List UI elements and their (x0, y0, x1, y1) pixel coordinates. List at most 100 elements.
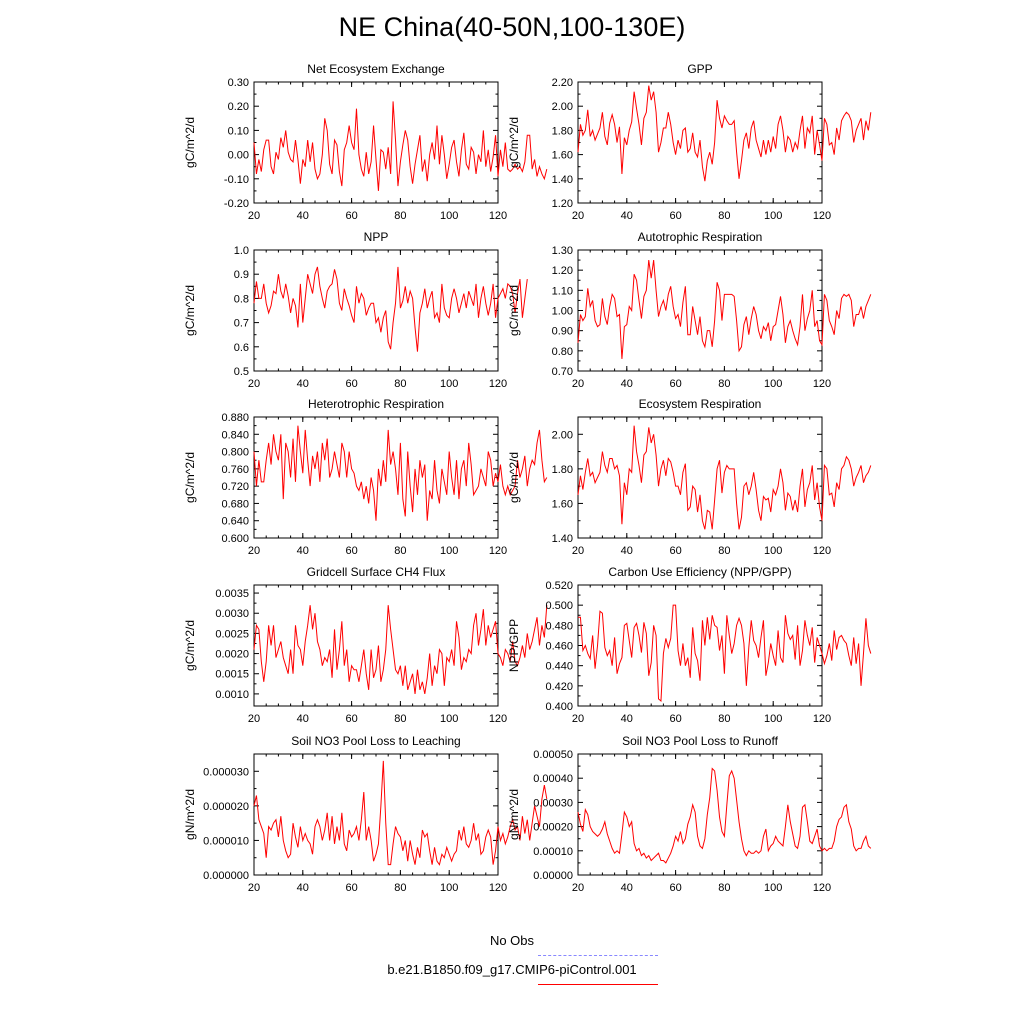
y-tick-label: 0.420 (545, 681, 573, 693)
x-tick-label: 80 (718, 210, 730, 222)
y-tick-label: 0.80 (552, 346, 573, 358)
chart-title: Autotrophic Respiration (638, 230, 763, 244)
x-tick-label: 20 (572, 545, 584, 557)
y-tick-label: 0.00030 (533, 797, 573, 809)
legend-model-label: b.e21.B1850.f09_g17.CMIP6-piControl.001 (387, 962, 637, 977)
legend-model-line (538, 984, 658, 985)
series-line (253, 101, 548, 191)
x-tick-label: 60 (345, 378, 357, 390)
y-tick-label: 0.000030 (203, 766, 249, 778)
chart-panel: Ecosystem Respiration gC/m^2/d 20 40 60 80 100… (507, 397, 872, 557)
x-tick-label: 100 (440, 210, 458, 222)
x-tick-label: 80 (718, 882, 730, 894)
x-tick-label: 80 (394, 882, 406, 894)
x-tick-label: 60 (669, 378, 681, 390)
y-axis-label: NPP/GPP (507, 619, 521, 672)
y-tick-label: 0.00000 (533, 870, 573, 882)
plot-frame (577, 416, 823, 539)
x-tick-label: 120 (489, 713, 507, 725)
series-line (577, 85, 872, 182)
x-tick-label: 80 (394, 545, 406, 557)
chart-title: NPP (364, 230, 389, 244)
y-tick-label: 0.480 (545, 620, 573, 632)
y-axis-label: gC/m^2/d (183, 285, 197, 336)
x-tick-label: 60 (345, 545, 357, 557)
chart-panel: Gridcell Surface CH4 Flux gC/m^2/d 20 40 60 8… (183, 565, 548, 725)
y-tick-label: 0.10 (228, 125, 249, 137)
y-tick-label: 0.520 (545, 580, 573, 592)
y-tick-label: 1.60 (552, 498, 573, 510)
x-tick-label: 100 (764, 713, 782, 725)
plot-frame (577, 584, 823, 707)
y-tick-label: 1.30 (552, 245, 573, 257)
y-axis-label: gC/m^2/d (507, 452, 521, 503)
chart-title: Ecosystem Respiration (639, 397, 762, 411)
x-tick-label: 120 (813, 882, 831, 894)
x-tick-label: 120 (813, 545, 831, 557)
x-tick-label: 80 (718, 378, 730, 390)
x-tick-label: 100 (764, 378, 782, 390)
chart-panel: Soil NO3 Pool Loss to Leaching gN/m^2/d 20… (183, 734, 548, 894)
chart-title: Heterotrophic Respiration (308, 397, 444, 411)
x-tick-label: 40 (621, 210, 633, 222)
chart-panel: Heterotrophic Respiration gC/m^2/d 20 40 60 8… (183, 397, 548, 557)
x-tick-label: 120 (489, 210, 507, 222)
y-tick-label: -0.20 (224, 198, 249, 210)
y-tick-label: 0.0015 (215, 669, 249, 681)
y-tick-label: 0.0020 (215, 649, 249, 661)
series-line (253, 605, 548, 694)
chart-title: Soil NO3 Pool Loss to Runoff (622, 734, 779, 748)
y-tick-label: 0.0030 (215, 608, 249, 620)
x-tick-label: 80 (394, 210, 406, 222)
plot-frame (253, 81, 499, 204)
x-tick-label: 60 (669, 210, 681, 222)
y-tick-label: 1.40 (552, 533, 573, 545)
y-tick-label: 0.460 (545, 641, 573, 653)
x-tick-label: 40 (621, 713, 633, 725)
y-tick-label: 1.60 (552, 150, 573, 162)
y-axis-label: gN/m^2/d (183, 789, 197, 840)
y-tick-label: 0.90 (552, 326, 573, 338)
y-tick-label: 0.0010 (215, 689, 249, 701)
chart-title: Net Ecosystem Exchange (307, 62, 445, 76)
x-tick-label: 20 (248, 882, 260, 894)
x-tick-label: 40 (297, 545, 309, 557)
chart-title: GPP (687, 62, 712, 76)
series-line (577, 425, 872, 530)
plot-frame (253, 753, 499, 876)
y-tick-label: 0.30 (228, 77, 249, 89)
y-tick-label: 0.400 (545, 701, 573, 713)
series-line (577, 767, 872, 864)
y-tick-label: 0.760 (221, 464, 249, 476)
y-tick-label: 0.000010 (203, 835, 249, 847)
y-tick-label: 0.00010 (533, 846, 573, 858)
series-line (253, 266, 528, 352)
x-tick-label: 40 (621, 882, 633, 894)
chart-title: Carbon Use Efficiency (NPP/GPP) (608, 565, 791, 579)
page-title: NE China(40-50N,100-130E) (338, 12, 686, 42)
y-tick-label: 0.00050 (533, 749, 573, 761)
x-tick-label: 40 (621, 378, 633, 390)
x-tick-label: 20 (572, 210, 584, 222)
y-tick-label: 2.00 (552, 429, 573, 441)
y-tick-label: 1.20 (552, 265, 573, 277)
y-tick-label: 2.20 (552, 77, 573, 89)
y-tick-label: 0.000020 (203, 801, 249, 813)
chart-panel: NPP gC/m^2/d 20 40 60 80 100 120 0.5 0.6 0.7 0.8 0.9… (183, 230, 528, 390)
legend-obs-line (538, 955, 658, 956)
x-tick-label: 100 (764, 545, 782, 557)
y-axis-label: gC/m^2/d (507, 117, 521, 168)
y-tick-label: 0.5 (234, 366, 249, 378)
plot-frame (253, 584, 499, 707)
legend-obs-label: No Obs (489, 933, 535, 948)
y-tick-label: 0.000000 (203, 870, 249, 882)
y-tick-label: 0.880 (221, 412, 249, 424)
x-tick-label: 120 (489, 545, 507, 557)
x-tick-label: 20 (248, 545, 260, 557)
x-tick-label: 20 (572, 713, 584, 725)
series-line (577, 260, 872, 359)
y-tick-label: 1.20 (552, 198, 573, 210)
y-tick-label: 0.00 (228, 150, 249, 162)
x-tick-label: 40 (621, 545, 633, 557)
